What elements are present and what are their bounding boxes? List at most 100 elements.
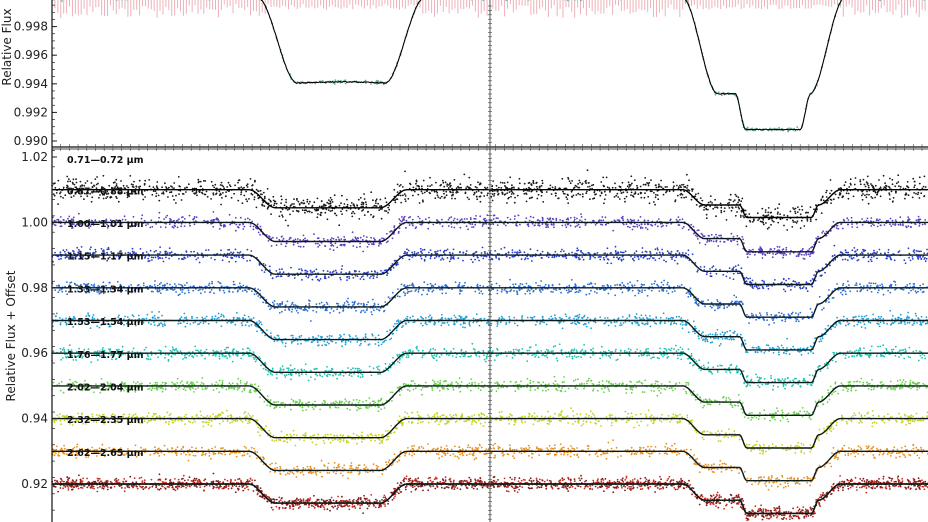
data-point xyxy=(107,248,110,251)
data-point xyxy=(279,275,282,278)
data-point xyxy=(891,201,894,203)
data-point xyxy=(449,182,452,185)
data-point xyxy=(879,186,882,189)
data-point xyxy=(234,248,237,251)
data-point xyxy=(309,200,311,203)
data-point xyxy=(503,223,505,225)
data-point xyxy=(630,191,633,194)
data-point xyxy=(239,216,242,219)
data-point xyxy=(628,183,631,186)
data-point xyxy=(296,210,299,213)
data-point xyxy=(402,194,404,197)
data-point xyxy=(482,257,485,260)
data-point xyxy=(259,225,262,228)
data-point xyxy=(250,250,253,252)
data-point xyxy=(292,243,295,246)
data-point xyxy=(861,223,864,226)
data-point xyxy=(154,256,157,259)
data-point xyxy=(469,223,472,225)
data-point xyxy=(212,225,215,228)
data-point xyxy=(922,185,925,188)
data-point xyxy=(660,225,663,228)
data-point xyxy=(654,203,656,206)
data-point xyxy=(270,237,273,240)
data-point xyxy=(447,225,450,227)
data-point xyxy=(554,250,557,253)
data-point xyxy=(433,257,436,259)
data-point xyxy=(198,180,200,183)
data-point xyxy=(62,197,64,199)
data-point xyxy=(545,224,548,226)
data-point xyxy=(361,238,364,241)
data-point xyxy=(449,190,451,193)
data-point xyxy=(475,215,477,217)
data-point xyxy=(762,218,765,221)
data-point xyxy=(580,213,582,216)
data-point xyxy=(656,248,659,251)
data-point xyxy=(210,180,213,183)
data-point xyxy=(627,225,629,228)
data-point xyxy=(797,206,799,209)
data-point xyxy=(475,191,478,193)
data-point xyxy=(326,201,329,204)
data-point xyxy=(808,248,811,250)
data-point xyxy=(264,264,267,266)
data-point xyxy=(660,255,663,258)
data-point xyxy=(801,209,804,211)
data-point xyxy=(300,268,303,270)
data-point xyxy=(366,274,369,277)
data-point xyxy=(887,248,890,251)
data-point xyxy=(507,197,509,200)
data-point xyxy=(792,219,794,222)
data-point xyxy=(861,198,864,201)
data-point xyxy=(774,253,777,256)
data-point xyxy=(604,223,607,226)
data-point xyxy=(791,226,794,228)
data-point xyxy=(57,218,60,221)
data-point xyxy=(875,252,878,255)
data-point xyxy=(168,252,171,254)
data-point xyxy=(893,259,896,262)
data-point xyxy=(845,192,848,195)
data-point xyxy=(334,79,337,82)
data-point xyxy=(158,211,161,214)
data-point xyxy=(105,220,108,222)
data-point xyxy=(649,250,651,253)
data-point xyxy=(306,200,309,203)
data-point xyxy=(242,257,245,260)
data-point xyxy=(486,186,489,189)
data-point xyxy=(450,223,453,225)
data-point xyxy=(904,194,907,196)
data-point xyxy=(406,251,409,254)
data-point xyxy=(737,196,740,199)
data-point xyxy=(435,255,438,258)
data-point xyxy=(594,256,596,259)
data-point xyxy=(574,252,576,255)
data-point xyxy=(569,182,572,185)
data-point xyxy=(781,248,784,251)
data-point xyxy=(848,255,851,258)
data-point xyxy=(644,177,647,179)
data-point xyxy=(698,242,701,244)
data-point xyxy=(667,252,670,254)
data-point xyxy=(91,196,94,199)
data-point xyxy=(387,240,389,243)
data-point xyxy=(774,279,776,281)
data-point xyxy=(80,191,83,194)
data-point xyxy=(404,294,406,297)
data-point xyxy=(89,225,92,228)
data-point xyxy=(215,217,218,220)
data-point xyxy=(729,277,731,279)
data-point xyxy=(899,185,902,188)
data-point xyxy=(536,219,539,222)
data-point xyxy=(332,237,335,240)
data-point xyxy=(922,255,924,258)
data-point xyxy=(453,178,456,181)
data-point xyxy=(829,179,832,181)
data-point xyxy=(346,279,348,281)
data-point xyxy=(866,175,869,178)
data-point xyxy=(244,218,247,221)
data-point xyxy=(679,184,681,187)
data-point xyxy=(102,191,105,193)
